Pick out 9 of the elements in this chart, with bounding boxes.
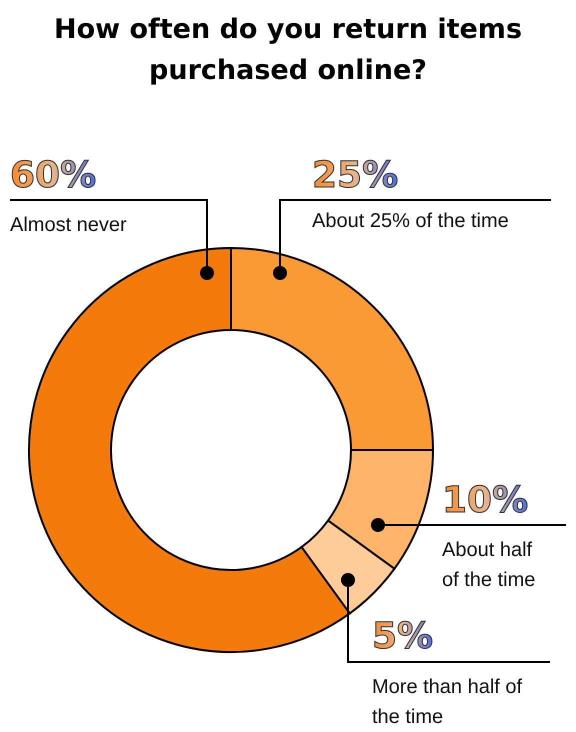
slice-label: About 25% of the time (312, 210, 509, 232)
slice-label: Almost never (10, 214, 128, 236)
data-label: 25% (312, 155, 398, 196)
data-label: 60% (10, 155, 96, 196)
data-label: 5% (372, 616, 434, 657)
slice-label: About half of the time (442, 539, 536, 591)
data-label: 10% (442, 480, 528, 521)
chart-title: How often do you return items purchased online? (54, 14, 522, 86)
slice-label: More than half of the time (372, 676, 523, 728)
